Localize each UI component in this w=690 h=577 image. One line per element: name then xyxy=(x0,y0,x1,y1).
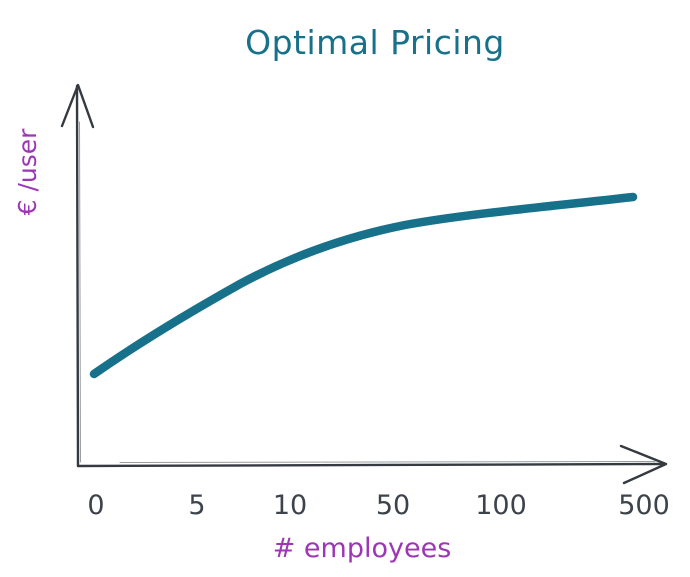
x-tick-100: 100 xyxy=(475,490,527,521)
x-axis xyxy=(76,444,668,485)
y-axis xyxy=(60,83,95,468)
x-tick-500: 500 xyxy=(618,490,670,521)
price-curve xyxy=(89,192,638,379)
y-axis-arrowhead-icon xyxy=(60,83,95,129)
x-axis-line xyxy=(76,462,665,468)
x-axis-title: # employees xyxy=(273,533,452,564)
x-tick-5: 5 xyxy=(188,490,205,521)
x-axis-sketch-line xyxy=(119,461,656,463)
x-tick-0: 0 xyxy=(87,490,104,521)
x-tick-labels: 0 5 10 50 100 500 xyxy=(87,490,669,521)
y-axis-sketch-line xyxy=(79,121,81,463)
y-axis-title: € /user xyxy=(13,128,42,216)
x-axis-arrowhead-icon xyxy=(619,444,668,485)
y-axis-line xyxy=(75,84,80,468)
x-tick-50: 50 xyxy=(376,490,410,521)
chart-title: Optimal Pricing xyxy=(245,23,505,62)
x-tick-10: 10 xyxy=(273,490,307,521)
